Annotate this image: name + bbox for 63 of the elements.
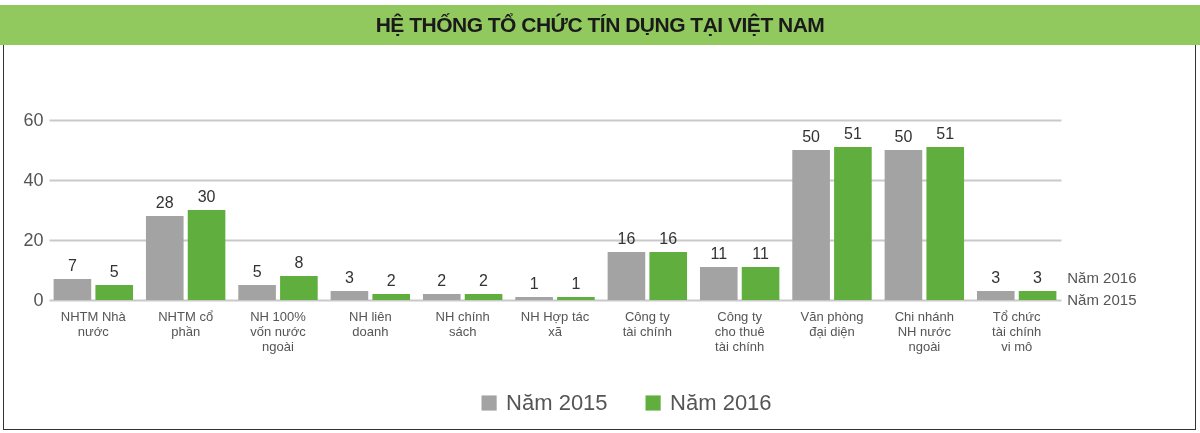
- bar: [280, 276, 318, 300]
- bar: [926, 147, 965, 300]
- data-label: 11: [752, 245, 769, 262]
- bar: [792, 150, 830, 300]
- bar: [976, 291, 1015, 300]
- bar: [649, 252, 688, 300]
- bar: [515, 297, 553, 300]
- data-label: 51: [936, 125, 955, 142]
- bar: [699, 267, 738, 300]
- data-label: 3: [344, 269, 354, 286]
- data-label: 11: [710, 245, 728, 262]
- x-tick-label: Tổ chức tài chính vi mô: [992, 308, 1042, 354]
- bar: [884, 150, 923, 300]
- bar: [330, 291, 369, 300]
- bar: [607, 252, 646, 300]
- x-tick-label: NH chính sách: [435, 308, 490, 339]
- legend-label: Năm 2016: [670, 390, 772, 415]
- x-tick-label: NH liên doanh: [349, 308, 392, 339]
- bar: [1018, 291, 1057, 300]
- x-tick-label: NHTM cổ phần: [158, 308, 214, 339]
- text: Năm 2016: [1067, 269, 1137, 286]
- bar: [741, 267, 780, 300]
- y-tick-label: 0: [33, 289, 44, 310]
- legend-label: Năm 2015: [506, 390, 608, 415]
- data-label: 2: [437, 272, 447, 289]
- data-label: 16: [659, 230, 678, 247]
- data-label: 3: [991, 269, 1001, 286]
- x-tick-label: Chi nhánh NH nước ngoài: [894, 308, 954, 354]
- x-tick-label: NH 100% vốn nước ngoài: [250, 308, 307, 354]
- bar: [53, 279, 92, 300]
- bar: [145, 216, 184, 300]
- x-tick-label: Công ty tài chính: [622, 308, 672, 339]
- data-label: 8: [294, 254, 304, 271]
- bar: [187, 210, 226, 300]
- data-label: 1: [529, 275, 539, 292]
- bar: [238, 285, 276, 300]
- data-label: 1: [571, 275, 581, 292]
- bar: [834, 147, 872, 300]
- data-label: 50: [894, 128, 913, 145]
- data-label: 2: [479, 272, 489, 289]
- data-label: 28: [155, 194, 174, 211]
- data-label: 16: [617, 230, 636, 247]
- x-tick-label: NHTM Nhà nước: [60, 308, 127, 339]
- data-label: 2: [386, 272, 396, 289]
- y-tick-label: 60: [23, 109, 44, 130]
- x-tick-label: Công ty cho thuê tài chính: [714, 308, 765, 354]
- bar: [372, 294, 411, 300]
- data-label: 5: [252, 263, 262, 280]
- data-label: 51: [844, 125, 862, 142]
- y-tick-label: 40: [23, 169, 44, 190]
- data-label: 3: [1033, 269, 1043, 286]
- bar: [464, 294, 503, 300]
- text: Năm 2015: [1067, 291, 1137, 308]
- data-label: 50: [802, 128, 821, 145]
- x-tick-label: NH Hợp tác xã: [520, 308, 590, 339]
- y-tick-label: 20: [23, 229, 44, 250]
- bar: [557, 297, 595, 300]
- x-tick-label: Văn phòng đại diện: [800, 308, 864, 339]
- bar: [422, 294, 461, 300]
- bar: [95, 285, 134, 300]
- data-label: 5: [109, 263, 119, 280]
- data-label: 30: [197, 188, 216, 205]
- data-label: 7: [67, 257, 77, 274]
